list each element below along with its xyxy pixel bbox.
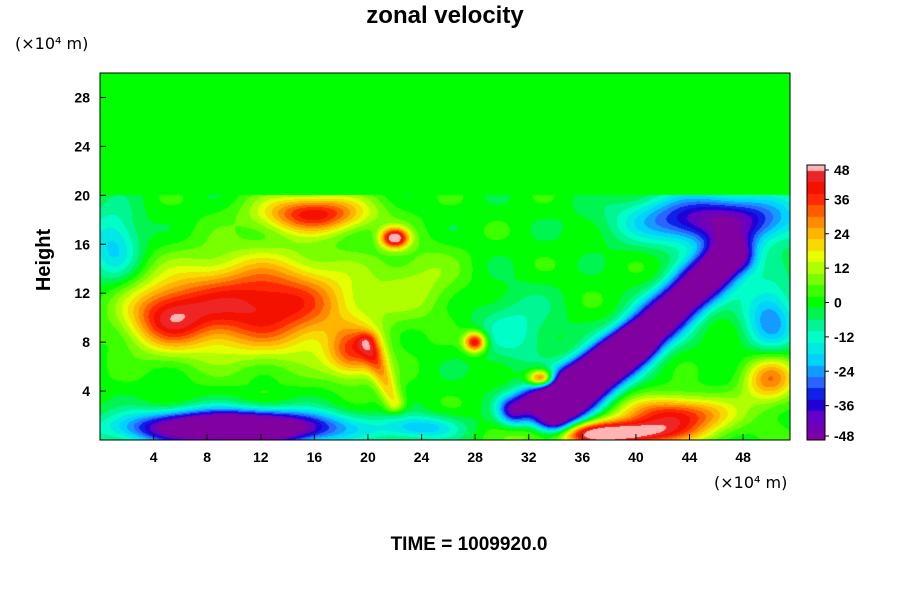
y-tick-label: 4 bbox=[82, 383, 90, 399]
x-tick-label: 28 bbox=[467, 449, 483, 465]
plot-frame bbox=[99, 72, 791, 441]
colorbar-tick-label: 12 bbox=[834, 260, 850, 276]
x-tick-label: 48 bbox=[735, 449, 751, 465]
x-tick-label: 32 bbox=[521, 449, 537, 465]
x-tick-label: 24 bbox=[414, 449, 430, 465]
x-tick-label: 4 bbox=[150, 449, 158, 465]
colorbar-tick-label: 48 bbox=[834, 162, 850, 178]
heatmap-canvas bbox=[100, 73, 790, 440]
colorbar-area bbox=[807, 165, 825, 440]
x-tick-label: 12 bbox=[253, 449, 269, 465]
y-tick-label: 24 bbox=[74, 138, 90, 154]
x-tick-label: 40 bbox=[628, 449, 644, 465]
colorbar-tick-label: 36 bbox=[834, 191, 850, 207]
colorbar-canvas bbox=[807, 165, 825, 440]
y-tick-label: 16 bbox=[74, 236, 90, 252]
y-tick-label: 28 bbox=[74, 89, 90, 105]
chart-title: zonal velocity bbox=[366, 2, 524, 29]
y-tick-label: 20 bbox=[74, 187, 90, 203]
y-tick-label: 8 bbox=[82, 334, 90, 350]
colorbar-tick-label: 24 bbox=[834, 226, 850, 242]
x-tick-label: 8 bbox=[203, 449, 211, 465]
colorbar-tick-label: -48 bbox=[834, 428, 854, 444]
colorbar-tick-label: 0 bbox=[834, 295, 842, 311]
colorbar-axis: 48 36 24 12 0 -12 -24 -36 -48 bbox=[825, 162, 854, 444]
colorbar-tick-label: -12 bbox=[834, 329, 854, 345]
y-tick-label: 12 bbox=[74, 285, 90, 301]
x-tick-label: 20 bbox=[360, 449, 376, 465]
time-label: TIME = 1009920.0 bbox=[391, 534, 548, 555]
y-axis-label: Height bbox=[33, 229, 55, 292]
y-unit-label: (×10⁴ m) bbox=[15, 34, 88, 53]
y-axis: 4 8 12 16 20 24 28 bbox=[74, 89, 106, 399]
x-axis: 4 8 12 16 20 24 28 32 36 40 44 48 bbox=[150, 434, 751, 465]
x-tick-label: 44 bbox=[682, 449, 698, 465]
heatmap-area bbox=[100, 73, 790, 440]
colorbar-tick-label: -24 bbox=[834, 363, 854, 379]
colorbar-tick-label: -36 bbox=[834, 398, 854, 414]
x-tick-label: 36 bbox=[575, 449, 591, 465]
x-tick-label: 16 bbox=[307, 449, 323, 465]
x-unit-label: (×10⁴ m) bbox=[714, 473, 787, 492]
